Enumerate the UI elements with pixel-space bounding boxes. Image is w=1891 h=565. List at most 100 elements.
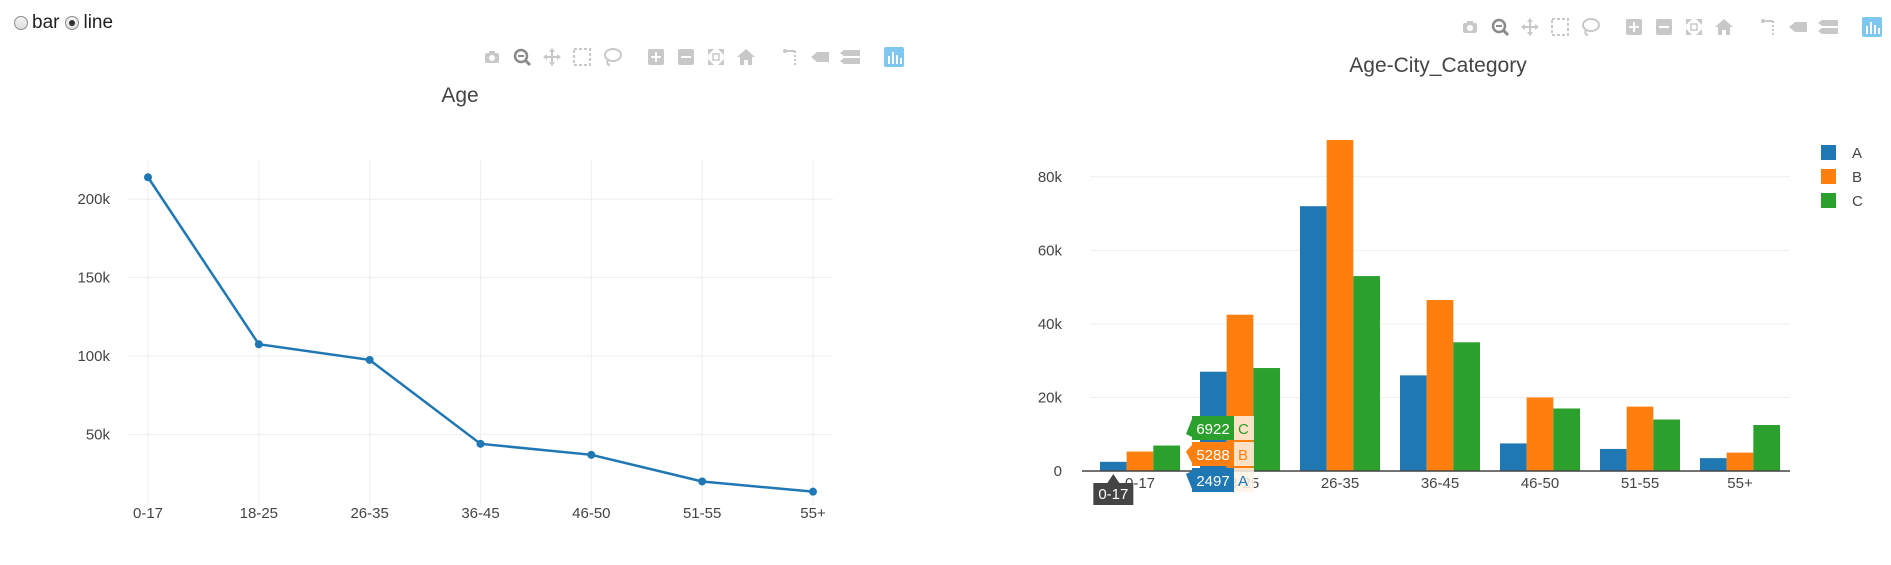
data-point <box>698 477 707 486</box>
right-spike-lines-icon[interactable] <box>1757 16 1779 38</box>
bar-B <box>1126 451 1154 471</box>
hover-value-label: 2497 <box>1196 473 1229 490</box>
bar-A <box>1600 448 1627 471</box>
hover-value-box <box>1192 442 1234 466</box>
y-tick-label: 60k <box>1038 242 1063 259</box>
x-tick-label: 51-55 <box>1621 475 1659 492</box>
x-tick-label: 36-45 <box>461 505 499 522</box>
left-plotly-logo-icon[interactable] <box>883 46 905 68</box>
hover-value-label: 6922 <box>1196 421 1229 438</box>
radio-line-label: line <box>83 12 114 33</box>
left-autoscale-icon[interactable] <box>705 46 727 68</box>
hover-x-label: 0-17 <box>1098 486 1128 503</box>
chart-title: Age-City_Category <box>1349 54 1527 77</box>
hover-value-label: 5288 <box>1196 447 1229 464</box>
hover-x-box <box>1093 483 1134 505</box>
modebar-left <box>481 46 913 68</box>
left-zoom-icon[interactable] <box>511 46 533 68</box>
x-tick-label: 26-35 <box>1321 475 1359 492</box>
bar-B <box>1526 397 1554 471</box>
x-tick-label: 0-17 <box>133 505 163 522</box>
y-tick-label: 0 <box>1054 463 1062 480</box>
gridlines <box>128 160 833 505</box>
right-lasso-select-icon[interactable] <box>1579 16 1601 38</box>
hover-series-box <box>1234 468 1254 492</box>
hover-series-label: B <box>1238 447 1248 464</box>
left-zoom-out-icon[interactable] <box>675 46 697 68</box>
bar-B <box>1426 299 1454 471</box>
bar-C <box>1753 425 1780 471</box>
y-tick-label: 40k <box>1038 316 1063 333</box>
modebar-right <box>1459 16 1891 38</box>
bar-B <box>1726 452 1754 471</box>
data-point <box>254 340 263 349</box>
left-camera-icon[interactable] <box>481 46 503 68</box>
y-tick-label: 20k <box>1038 389 1063 406</box>
left-spike-lines-icon[interactable] <box>779 46 801 68</box>
hover-pointer <box>1186 471 1192 489</box>
left-reset-axes-icon[interactable] <box>735 46 757 68</box>
hover-pointer <box>1186 445 1192 463</box>
right-zoom-out-icon[interactable] <box>1653 16 1675 38</box>
left-pan-icon[interactable] <box>541 46 563 68</box>
hover-series-box <box>1234 442 1254 466</box>
data-point <box>144 173 152 182</box>
bar-A <box>1100 461 1127 471</box>
x-tick-label: 26-35 <box>350 505 388 522</box>
hover-x-pointer <box>1107 474 1120 483</box>
hover-tooltip: 6922 C 5288 B 2497 A 0-17 <box>1093 416 1254 505</box>
hover-value-box <box>1192 416 1234 440</box>
chart-title: Age <box>441 84 478 107</box>
right-pan-icon[interactable] <box>1519 16 1541 38</box>
legend-label-B: B <box>1852 169 1862 186</box>
x-tick-label: 46-50 <box>572 505 610 522</box>
chart-type-radio-group: bar line <box>14 12 119 34</box>
right-zoom-in-icon[interactable] <box>1623 16 1645 38</box>
right-hover-closest-icon[interactable] <box>1787 16 1809 38</box>
left-zoom-in-icon[interactable] <box>645 46 667 68</box>
radio-line-circle[interactable] <box>65 16 80 30</box>
x-tick-label: 55+ <box>1727 475 1753 492</box>
right-box-select-icon[interactable] <box>1549 16 1571 38</box>
right-camera-icon[interactable] <box>1459 16 1481 38</box>
y-tick-label: 80k <box>1038 169 1063 186</box>
bar-C <box>1153 445 1180 471</box>
legend-swatch-C <box>1821 193 1836 208</box>
x-tick-label: 55+ <box>800 505 826 522</box>
legend-label-C: C <box>1852 193 1863 210</box>
bar-C <box>1253 368 1280 471</box>
right-zoom-icon[interactable] <box>1489 16 1511 38</box>
hover-series-box <box>1234 416 1254 440</box>
legend: ABC <box>1821 145 1863 210</box>
age-line-chart: Age 50k 100k 150k 200k 0-17 18-25 26-35 36-45 46-… <box>77 84 833 522</box>
left-hover-closest-icon[interactable] <box>809 46 831 68</box>
legend-swatch-A <box>1821 145 1836 160</box>
radio-bar-circle[interactable] <box>14 16 28 30</box>
legend-label-A: A <box>1852 145 1862 162</box>
right-hover-compare-icon[interactable] <box>1817 16 1839 38</box>
radio-bar[interactable]: bar <box>14 12 59 34</box>
hover-series-label: C <box>1238 421 1249 438</box>
legend-swatch-B <box>1821 169 1836 184</box>
y-tick-label: 200k <box>77 191 110 208</box>
y-tick-label: 50k <box>86 426 111 443</box>
left-hover-compare-icon[interactable] <box>839 46 861 68</box>
left-box-select-icon[interactable] <box>571 46 593 68</box>
age-city-bar-chart: Age-City_Category020k40k60k80k0-1718-252… <box>1038 54 1863 505</box>
bar-A <box>1400 375 1427 471</box>
x-tick-label: 36-45 <box>1421 475 1459 492</box>
radio-line[interactable]: line <box>65 12 113 34</box>
data-point <box>809 487 817 496</box>
x-tick-label: 51-55 <box>683 505 721 522</box>
right-reset-axes-icon[interactable] <box>1713 16 1735 38</box>
left-lasso-select-icon[interactable] <box>601 46 623 68</box>
hover-value-box <box>1192 468 1234 492</box>
bar-C <box>1553 408 1580 471</box>
right-autoscale-icon[interactable] <box>1683 16 1705 38</box>
bar-B <box>1626 406 1654 471</box>
bar-A <box>1500 443 1527 471</box>
x-tick-label: 46-50 <box>1521 475 1559 492</box>
hover-series-label: A <box>1238 473 1248 490</box>
right-plotly-logo-icon[interactable] <box>1861 16 1883 38</box>
bar-A <box>1300 206 1327 471</box>
